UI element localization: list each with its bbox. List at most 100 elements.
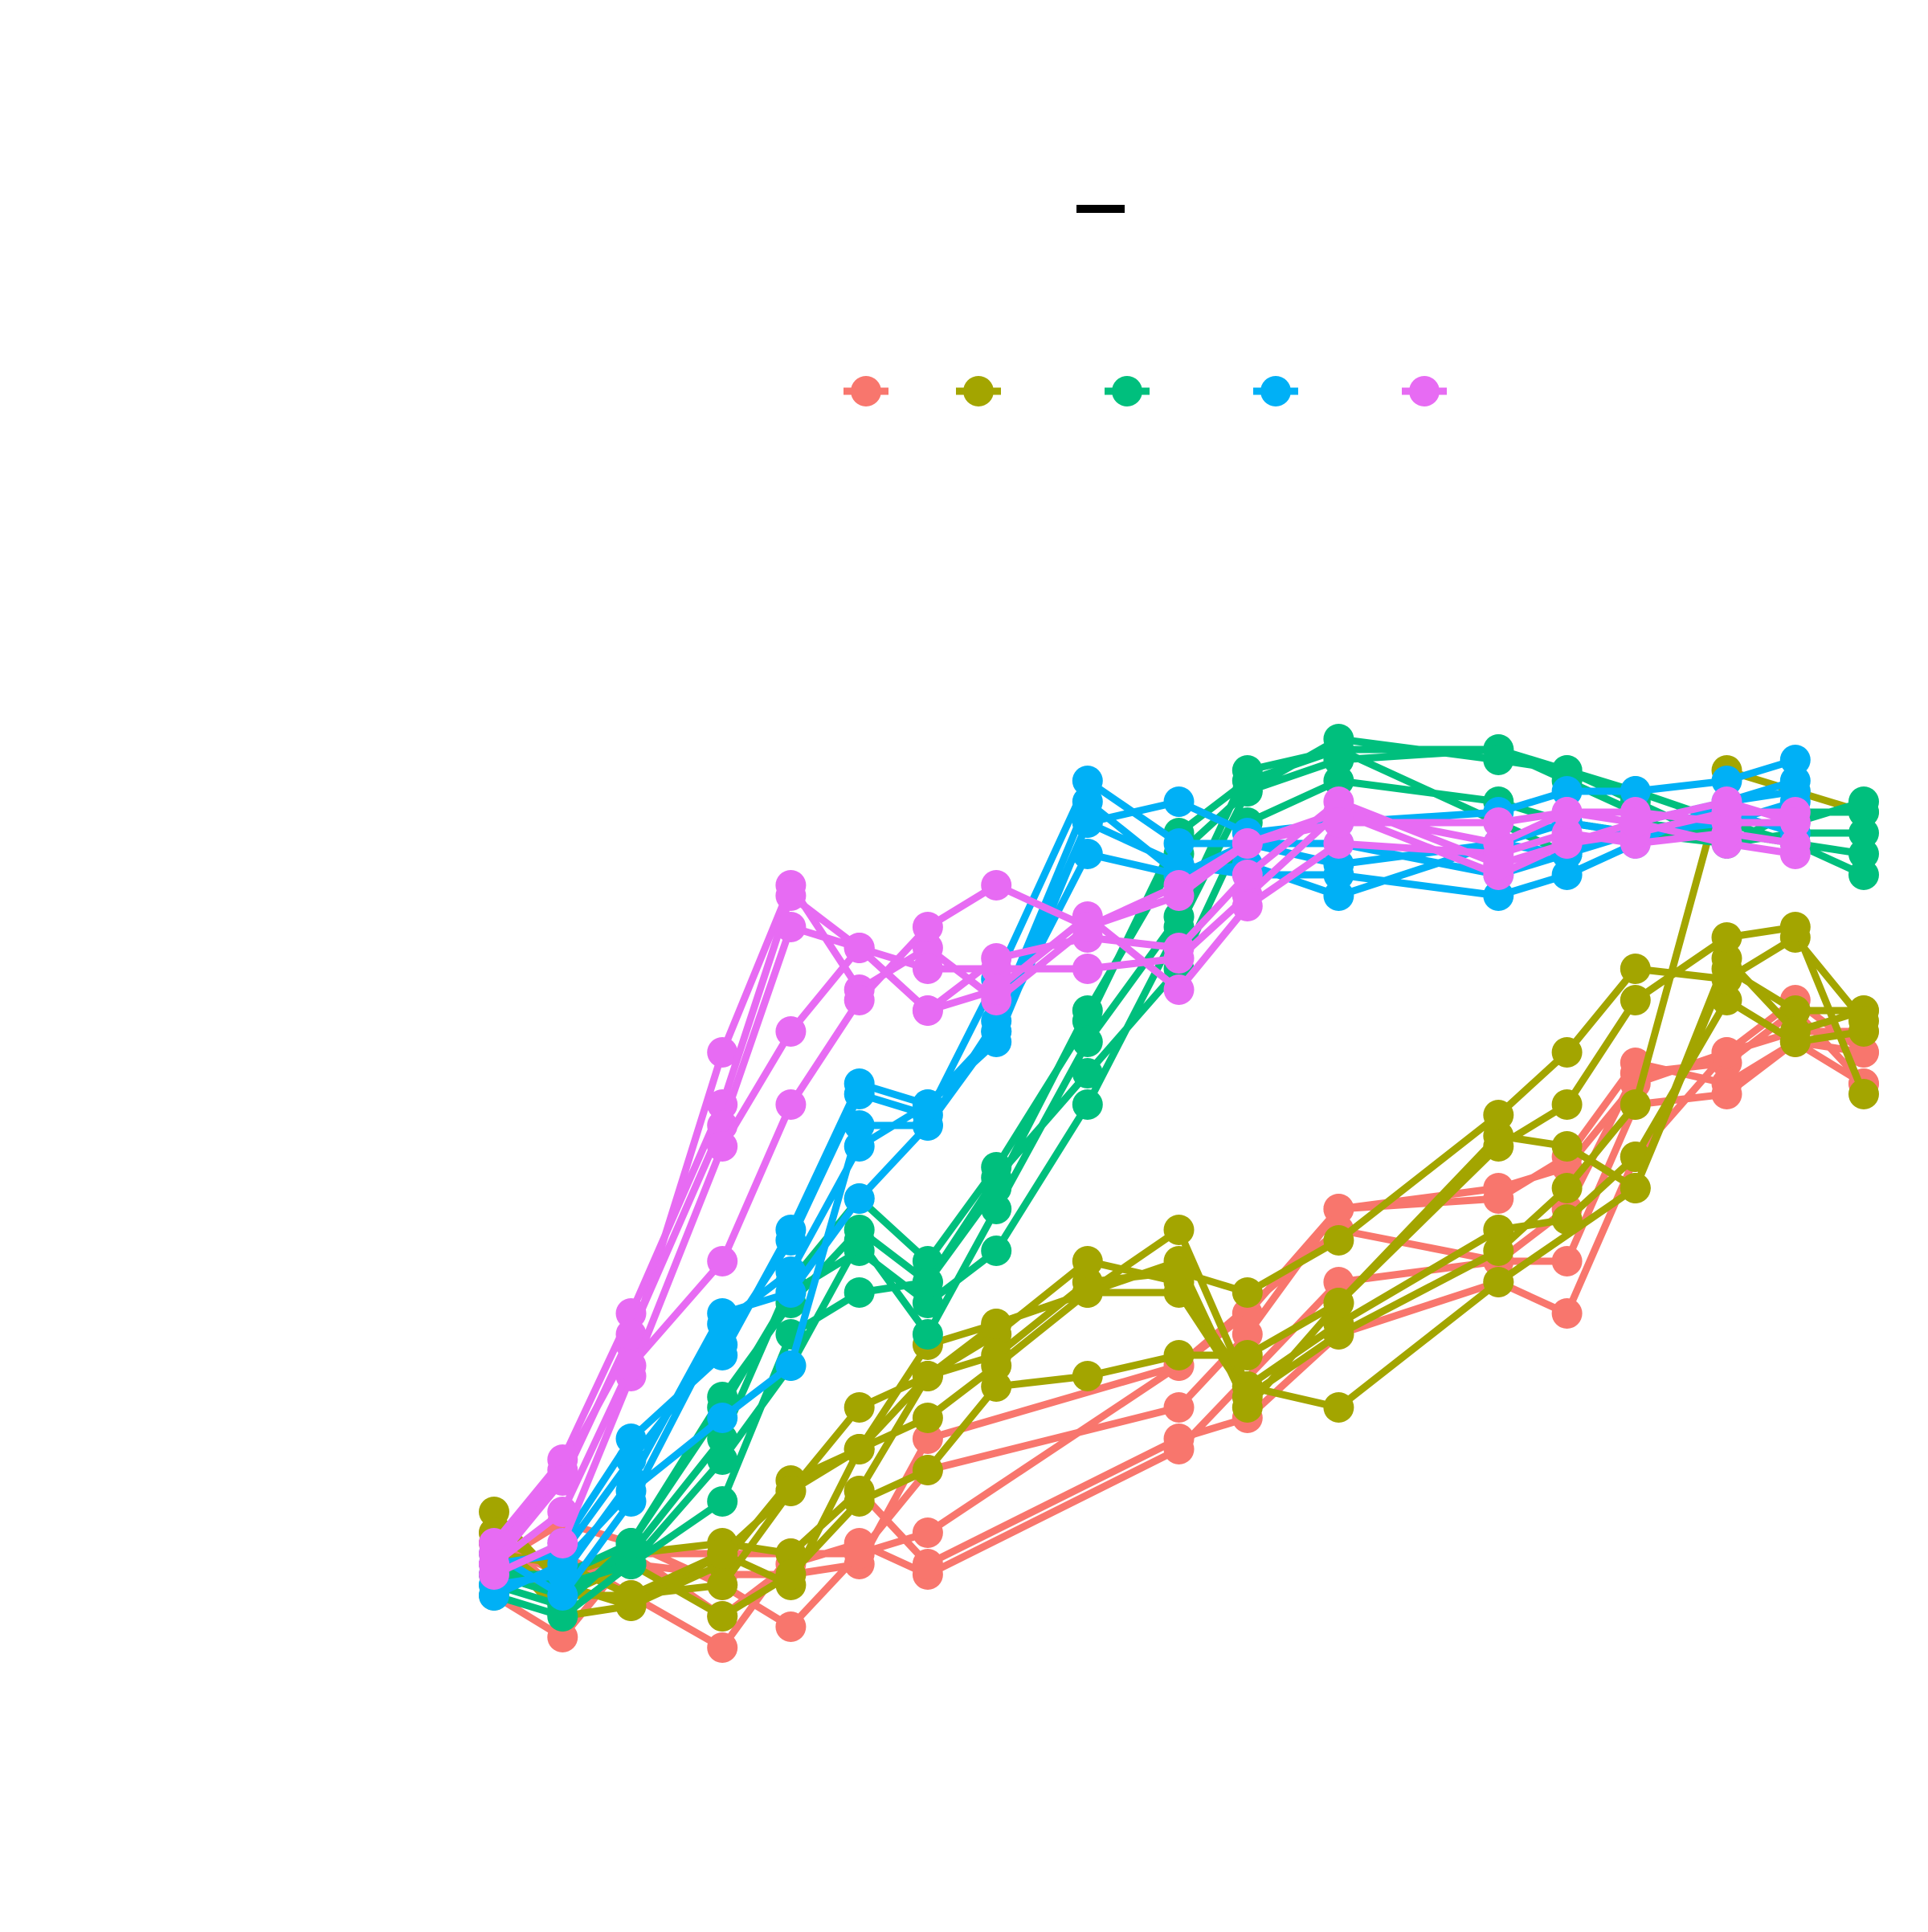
legend-key-point <box>1260 376 1291 406</box>
data-point <box>1779 828 1811 859</box>
data-point <box>844 1068 875 1099</box>
data-point <box>615 1580 647 1611</box>
data-point <box>1323 1392 1354 1423</box>
data-point <box>1072 1246 1103 1276</box>
series-line <box>490 735 1868 1579</box>
data-point <box>1232 1382 1263 1412</box>
data-point <box>1551 828 1583 859</box>
data-point <box>981 1173 1012 1203</box>
title-dash <box>1076 205 1125 213</box>
data-point <box>912 1288 943 1318</box>
data-point <box>912 1089 943 1120</box>
data-point <box>615 1350 647 1381</box>
data-point <box>1779 1016 1811 1047</box>
data-point <box>1163 849 1195 880</box>
data-point <box>1323 766 1354 796</box>
data-point <box>1163 1423 1195 1454</box>
legend-key-0 <box>844 376 888 406</box>
data-point <box>1163 901 1195 932</box>
data-point <box>1483 745 1514 775</box>
data-point <box>844 1183 875 1214</box>
data-point <box>912 1423 943 1454</box>
data-point <box>1323 786 1354 817</box>
data-point <box>1848 1079 1879 1109</box>
data-point <box>844 1486 875 1517</box>
data-point <box>547 1580 578 1611</box>
data-point <box>844 985 875 1015</box>
legend <box>844 376 1447 406</box>
data-point <box>1163 1215 1195 1245</box>
data-point <box>615 1486 647 1517</box>
data-point <box>981 1016 1012 1047</box>
data-point <box>844 1131 875 1162</box>
data-point <box>1483 1183 1514 1214</box>
data-point <box>1163 828 1195 859</box>
data-point <box>1483 1100 1514 1130</box>
data-point <box>1232 1277 1263 1308</box>
data-point <box>1163 1340 1195 1370</box>
data-point <box>1848 839 1879 869</box>
plot-area <box>479 724 1879 1663</box>
data-point <box>1483 1131 1514 1162</box>
data-point <box>844 1392 875 1423</box>
data-point <box>1163 974 1195 1005</box>
data-point <box>1072 912 1103 942</box>
legend-key-point <box>1409 376 1440 406</box>
data-point <box>844 1277 875 1308</box>
data-point <box>1711 943 1742 974</box>
data-point <box>912 1455 943 1485</box>
data-point <box>1072 1361 1103 1391</box>
data-point <box>1163 1392 1195 1423</box>
legend-key-3 <box>1253 376 1298 406</box>
data-point <box>844 1215 875 1245</box>
data-point <box>707 1309 738 1339</box>
legend-key-4 <box>1402 376 1447 406</box>
data-point <box>1232 776 1263 807</box>
data-point <box>615 1423 647 1454</box>
data-point <box>912 954 943 984</box>
data-point <box>1232 860 1263 890</box>
data-point <box>707 1246 738 1276</box>
data-point <box>1620 1089 1651 1120</box>
data-point <box>1620 807 1651 838</box>
data-point <box>981 1236 1012 1266</box>
data-point <box>1711 922 1742 953</box>
data-point <box>1072 1058 1103 1089</box>
data-point <box>775 912 807 942</box>
data-point <box>1779 807 1811 838</box>
data-point <box>479 1549 509 1579</box>
series-group-4-line-25 <box>479 786 1811 1579</box>
data-point <box>1072 1089 1103 1120</box>
data-point <box>912 1403 943 1433</box>
series-group-1-line-9 <box>479 912 1879 1632</box>
data-point <box>1620 1173 1651 1203</box>
data-point <box>912 1319 943 1350</box>
data-point <box>1551 755 1583 786</box>
data-point <box>707 1037 738 1068</box>
data-point <box>615 1528 647 1558</box>
data-point <box>547 1622 578 1652</box>
series-line <box>490 766 1868 1599</box>
data-point <box>1163 1256 1195 1287</box>
data-point <box>775 1277 807 1308</box>
data-point <box>479 1497 509 1527</box>
data-point <box>912 1549 943 1579</box>
data-point <box>844 1434 875 1464</box>
data-point <box>1848 1037 1879 1068</box>
data-point <box>1483 1267 1514 1297</box>
data-point <box>1072 995 1103 1026</box>
data-point <box>1551 1204 1583 1235</box>
data-point <box>1323 880 1354 911</box>
data-point <box>1711 964 1742 995</box>
data-point <box>1620 776 1651 807</box>
data-point <box>981 1350 1012 1381</box>
data-point <box>775 1476 807 1506</box>
data-point <box>1323 1267 1354 1297</box>
data-point <box>1323 860 1354 890</box>
data-point <box>707 1632 738 1663</box>
data-point <box>1551 860 1583 890</box>
data-point <box>1072 954 1103 984</box>
data-point <box>912 1110 943 1141</box>
data-point <box>1163 880 1195 911</box>
